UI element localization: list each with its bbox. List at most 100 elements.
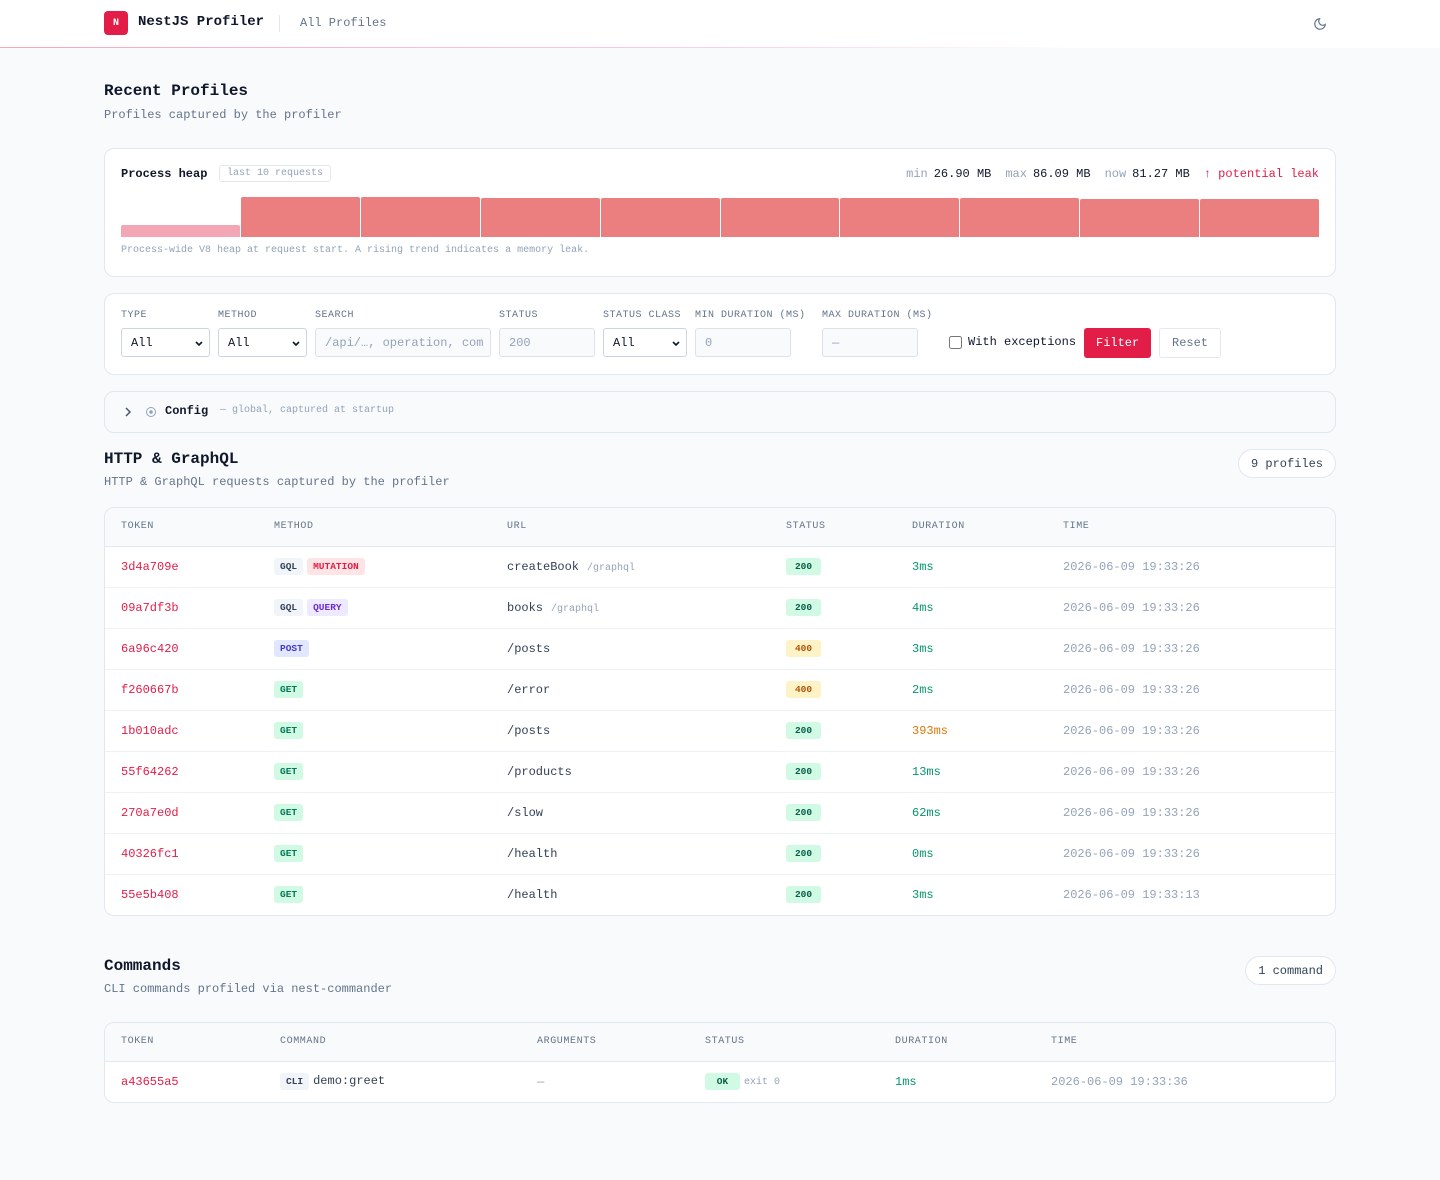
input-placeholder: 200: [509, 335, 531, 350]
status-cell: 200: [770, 546, 896, 587]
filter-select[interactable]: All: [218, 328, 307, 357]
filter-label: MAX DURATION (MS): [822, 310, 933, 321]
token-link[interactable]: 3d4a709e: [121, 559, 179, 574]
commands-table-card: TOKEN COMMAND ARGUMENTS STATUS DURATION TIME a…: [104, 1022, 1336, 1103]
heap-bar: [840, 198, 960, 237]
reset-button[interactable]: Reset: [1159, 328, 1222, 358]
status-cell: 400: [770, 627, 896, 669]
heap-card: Process heap last 10 requests min 26.90 M…: [104, 148, 1336, 277]
chevron: [125, 407, 132, 417]
filter-card: TYPE All METHOD All SEARCH/api/…, operation,…: [104, 293, 1336, 375]
commands-subtitle: CLI commands profiled via nest-commander: [104, 982, 393, 996]
http-table-card: TOKEN METHOD URL STATUS DURATION TIME 3d4a709e…: [104, 507, 1336, 916]
heap-note: Process-wide V8 heap at request start. A…: [121, 245, 590, 256]
filter-button[interactable]: Filter: [1084, 328, 1152, 358]
config-panel[interactable]: Config — global, captured at startup: [104, 391, 1336, 433]
filter-select[interactable]: All: [121, 328, 210, 357]
config-icon: [146, 407, 156, 417]
filter-label: STATUS: [499, 310, 539, 321]
duration: 13ms: [912, 764, 941, 779]
token-link[interactable]: f260667b: [121, 682, 179, 697]
token-link[interactable]: a43655a5: [121, 1074, 179, 1089]
brand-title[interactable]: NestJS Profiler: [138, 14, 265, 30]
profile-row[interactable]: 40326fc1 GET/health 200 0ms 2026-06-09 19:33…: [105, 832, 1335, 874]
token-link[interactable]: 270a7e0d: [121, 805, 179, 820]
duration-cell: 1ms: [879, 1061, 1035, 1102]
select-value: All: [228, 335, 250, 350]
column-header: ARGUMENTS: [521, 1023, 689, 1062]
commands-title: Commands: [104, 957, 181, 975]
profile-row[interactable]: 6a96c420 POST/posts 400 3ms 2026-06-09 19:33…: [105, 627, 1335, 669]
token-link[interactable]: 09a7df3b: [121, 600, 179, 615]
status-badge: 400: [786, 681, 821, 698]
method-cell: GET: [258, 873, 491, 915]
method-tag: GET: [274, 845, 304, 862]
time-cell: 2026-06-09 19:33:26: [1047, 586, 1335, 628]
url-cell: books/graphql: [491, 586, 770, 628]
status-cell: 200: [770, 586, 896, 628]
nav-link[interactable]: All Profiles: [300, 16, 387, 30]
method-cell: GET: [258, 832, 491, 874]
filter-input[interactable]: 0: [695, 328, 791, 357]
token-link[interactable]: 40326fc1: [121, 846, 179, 861]
filter-label: SEARCH: [315, 310, 355, 321]
duration: 3ms: [912, 559, 934, 574]
select-value: All: [613, 335, 635, 350]
heap-bar: [121, 224, 240, 237]
token-cell: 40326fc1: [105, 832, 258, 874]
time-cell: 2026-06-09 19:33:26: [1047, 546, 1335, 587]
heap-stat: now 81.27 MB: [1105, 167, 1190, 181]
status-badge: 200: [786, 845, 821, 862]
token-link[interactable]: 55f64262: [121, 764, 179, 779]
arguments: —: [537, 1074, 545, 1089]
filter-select[interactable]: All: [603, 328, 687, 357]
url: createBook: [507, 559, 580, 574]
select-chevron: [292, 341, 300, 347]
profile-row[interactable]: f260667b GET/error 400 2ms 2026-06-09 19:33:…: [105, 668, 1335, 710]
token-cell: 270a7e0d: [105, 791, 258, 833]
column-header: TIME: [1047, 508, 1335, 547]
http-count: 9 profiles: [1237, 449, 1336, 478]
checkbox[interactable]: [949, 335, 962, 349]
input-placeholder: 0: [705, 335, 713, 350]
theme-toggle[interactable]: [1313, 17, 1327, 31]
time-cell: 2026-06-09 19:33:26: [1047, 709, 1335, 751]
heap-stat: max 86.09 MB: [1005, 167, 1090, 181]
token-link[interactable]: 55e5b408: [121, 887, 179, 902]
column-header: TOKEN: [105, 508, 258, 547]
token-cell: a43655a5: [105, 1061, 264, 1102]
input-placeholder: —: [832, 335, 840, 350]
profile-row[interactable]: 3d4a709e GQL MUTATION createBook/graphql 200…: [105, 546, 1335, 587]
filter-label: METHOD: [218, 310, 258, 321]
method-tag: GET: [274, 886, 304, 904]
profile-row[interactable]: 1b010adc GET/posts 200 393ms 2026-06-09 19:3…: [105, 709, 1335, 751]
profile-row[interactable]: 55f64262 GET/products 200 13ms 2026-06-09 19…: [105, 750, 1335, 792]
profile-row[interactable]: 55e5b408 GET/health 200 3ms 2026-06-09 19:33…: [105, 873, 1335, 915]
duration-cell: 13ms: [896, 750, 1047, 792]
token-link[interactable]: 6a96c420: [121, 641, 179, 656]
time-cell: 2026-06-09 19:33:26: [1047, 832, 1335, 874]
duration-cell: 3ms: [896, 546, 1047, 587]
column-header: COMMAND: [264, 1023, 521, 1062]
command-row[interactable]: a43655a5 CLI demo:greet — OK exit 0 1ms 2026-06…: [105, 1061, 1335, 1102]
profile-row[interactable]: 09a7df3b GQL QUERY books/graphql 200 4ms 2026-…: [105, 586, 1335, 628]
exceptions-checkbox[interactable]: With exceptions: [949, 335, 1076, 349]
method-tag: GET: [274, 681, 304, 698]
filter-input[interactable]: /api/…, operation, com: [315, 328, 491, 357]
time-cell: 2026-06-09 19:33:26: [1047, 627, 1335, 669]
heap-title: Process heap: [121, 167, 208, 181]
heap-bar: [1080, 198, 1200, 237]
column-header: METHOD: [258, 508, 491, 547]
token-link[interactable]: 1b010adc: [121, 723, 179, 738]
filter-input[interactable]: 200: [499, 328, 595, 357]
url: /error: [507, 682, 551, 697]
heap-bar: [600, 197, 720, 237]
heap-stat: min 26.90 MB: [906, 167, 991, 181]
logo[interactable]: N: [104, 11, 128, 35]
filter-input[interactable]: —: [822, 328, 918, 357]
profile-row[interactable]: 270a7e0d GET/slow 200 62ms 2026-06-09 19:33:…: [105, 791, 1335, 833]
header-row: TOKEN COMMAND ARGUMENTS STATUS DURATION TIME: [105, 1023, 1335, 1062]
method-cell: GET: [258, 791, 491, 833]
filter-label: TYPE: [121, 310, 148, 321]
